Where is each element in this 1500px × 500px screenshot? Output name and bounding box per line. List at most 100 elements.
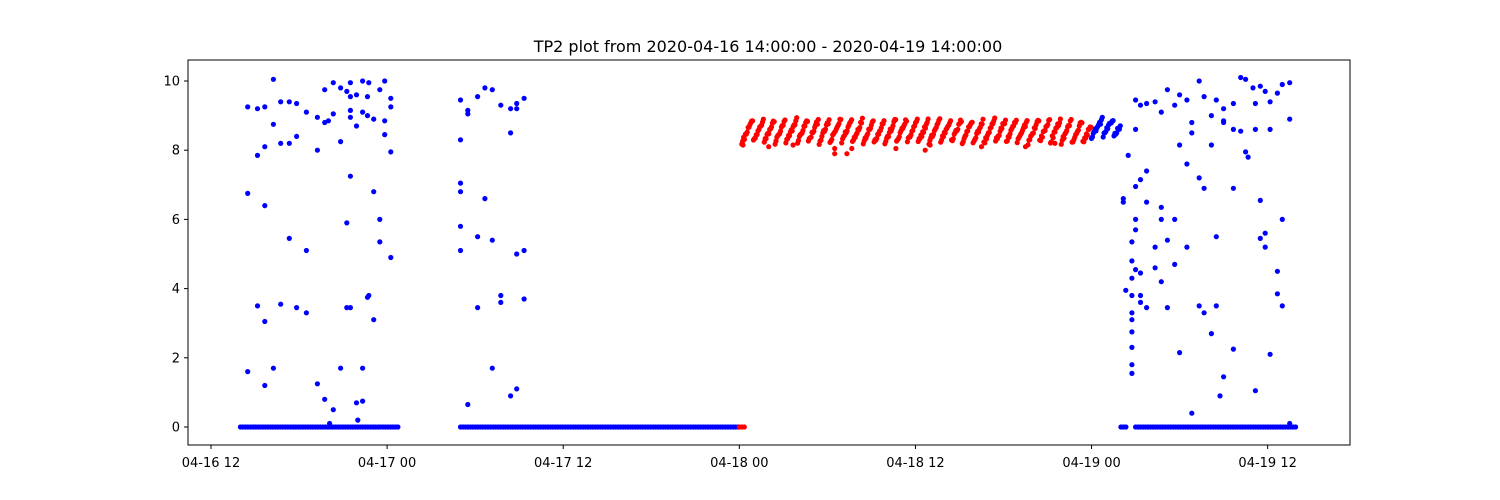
data-point	[489, 365, 495, 371]
data-point	[330, 407, 336, 413]
data-point	[465, 401, 471, 408]
data-point	[822, 126, 829, 132]
data-point	[1144, 199, 1150, 205]
data-point	[800, 127, 806, 134]
data-point	[1279, 216, 1285, 222]
data-point	[338, 85, 344, 91]
data-point	[245, 369, 251, 375]
data-point	[1013, 117, 1019, 123]
data-point	[1144, 305, 1150, 311]
data-point	[514, 251, 520, 257]
data-point	[262, 382, 268, 389]
data-point	[1022, 144, 1029, 150]
data-point	[1196, 303, 1202, 309]
data-point	[1293, 424, 1299, 430]
data-point	[508, 130, 514, 136]
data-point	[388, 254, 394, 261]
x-tick-label: 04-18 00	[710, 456, 768, 471]
data-point	[347, 80, 353, 86]
data-point	[508, 106, 514, 112]
data-point	[371, 317, 377, 323]
data-point	[890, 123, 896, 129]
data-point	[948, 118, 954, 124]
data-point	[364, 94, 371, 100]
data-point	[1137, 299, 1144, 305]
data-point	[859, 115, 866, 121]
data-point	[1252, 100, 1258, 107]
data-point	[1257, 83, 1263, 89]
data-point	[982, 140, 988, 146]
data-point	[1252, 126, 1258, 132]
data-point	[763, 136, 769, 142]
data-point	[1137, 102, 1144, 108]
data-point	[815, 116, 821, 123]
data-point	[355, 417, 361, 423]
data-point	[303, 247, 309, 254]
data-point	[498, 102, 504, 108]
data-point	[388, 149, 394, 155]
data-point	[1257, 197, 1263, 203]
data-point	[973, 135, 979, 141]
y-tick-label: 10	[163, 75, 180, 90]
data-point	[925, 116, 931, 122]
data-point	[262, 203, 268, 209]
data-point	[1042, 127, 1048, 134]
data-point	[1133, 126, 1139, 132]
data-point	[1164, 237, 1170, 243]
data-point	[1133, 216, 1139, 222]
data-point	[870, 118, 876, 124]
data-point	[1050, 135, 1056, 141]
data-point	[790, 142, 796, 148]
data-point	[347, 305, 353, 311]
data-point	[508, 393, 514, 399]
data-point	[992, 115, 998, 121]
data-point	[1097, 121, 1104, 127]
data-point	[489, 87, 495, 93]
data-point	[1243, 76, 1249, 82]
data-point	[371, 116, 377, 122]
data-point	[1129, 344, 1135, 350]
data-point	[1039, 134, 1045, 140]
data-point	[1058, 141, 1064, 147]
data-point	[1125, 152, 1131, 158]
data-point	[849, 145, 855, 152]
data-point	[360, 109, 366, 115]
data-point	[377, 239, 383, 245]
data-point	[1245, 154, 1251, 160]
data-point	[1068, 116, 1074, 123]
data-point	[330, 80, 336, 86]
data-point	[1129, 310, 1135, 316]
data-point	[347, 114, 353, 120]
data-point	[849, 117, 855, 123]
data-point	[777, 128, 784, 134]
data-point	[457, 180, 464, 186]
data-point	[750, 118, 756, 124]
data-point	[270, 76, 276, 82]
data-point	[1201, 310, 1207, 316]
data-point	[475, 305, 481, 311]
data-point	[789, 128, 795, 134]
data-point	[1099, 114, 1105, 120]
data-point	[1252, 388, 1258, 394]
data-point	[498, 299, 504, 305]
data-point	[836, 121, 842, 127]
data-point	[245, 190, 251, 196]
data-point	[1189, 130, 1195, 136]
data-point	[521, 296, 527, 302]
data-point	[1267, 126, 1273, 132]
data-point	[327, 420, 333, 427]
data-point	[322, 396, 328, 402]
data-point	[1158, 279, 1164, 285]
data-point	[1172, 216, 1178, 222]
data-point	[1221, 374, 1227, 380]
data-point	[771, 119, 777, 125]
data-point	[1177, 92, 1183, 98]
data-point	[314, 147, 320, 153]
data-point	[1287, 420, 1293, 427]
data-point	[878, 125, 884, 131]
data-point	[1213, 97, 1219, 103]
data-point	[773, 138, 779, 144]
data-point	[808, 134, 814, 140]
data-point	[1287, 116, 1293, 122]
data-point	[1230, 346, 1236, 352]
